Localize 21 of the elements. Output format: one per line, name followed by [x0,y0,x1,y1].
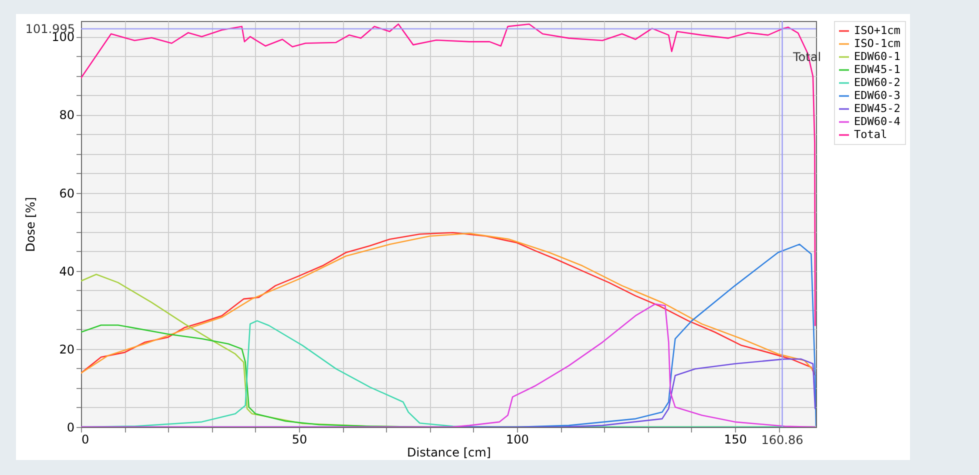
legend-label: EDW60-2 [854,76,900,89]
y-tick-label: 20 [59,342,74,356]
x-tick-label: 0 [82,432,90,446]
legend-label: ISO+1cm [854,24,901,37]
legend-label: EDW60-4 [854,115,901,128]
y-tick-label: 60 [59,186,74,200]
y-axis-title: Dose [%] [24,197,38,252]
legend-label: Total [854,128,888,141]
ref-line-label: 160.86 [761,433,804,447]
legend-label: EDW60-1 [854,50,900,63]
y-tick-label: 0 [66,420,74,434]
legend-label: EDW45-2 [854,102,900,115]
legend-label: ISO-1cm [854,37,901,50]
x-tick-label: 50 [292,432,308,446]
x-axis-title: Distance [cm] [407,446,491,460]
x-tick-label: 100 [506,432,529,446]
legend-label: EDW60-3 [854,89,900,102]
x-tick-label: 150 [724,432,747,446]
legend-label: EDW45-1 [854,63,900,76]
y-tick-label: 40 [59,264,74,278]
y-tick-label: 80 [59,108,74,122]
